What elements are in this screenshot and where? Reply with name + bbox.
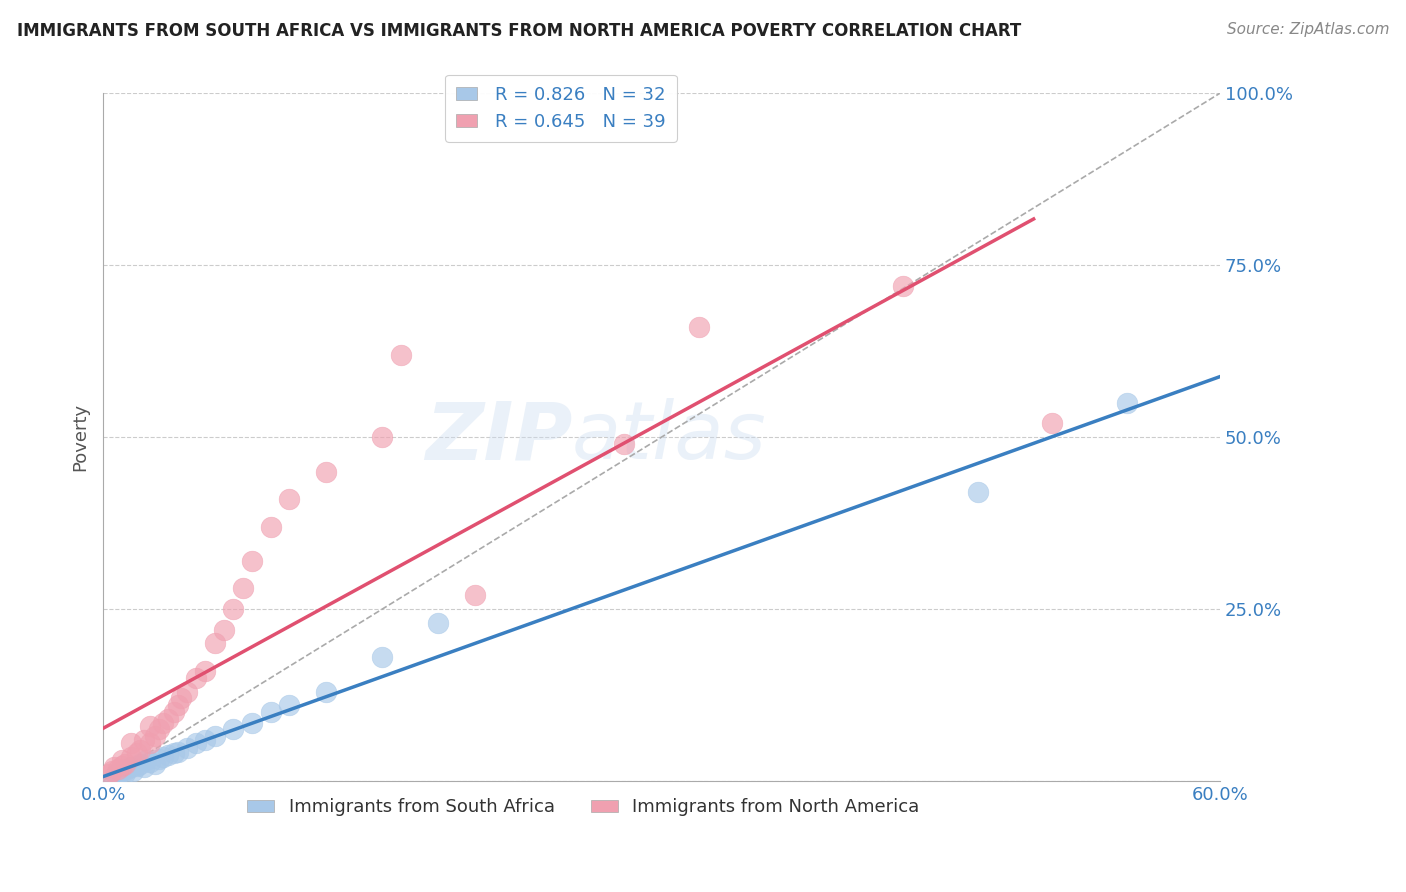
Point	[315, 465, 337, 479]
Point	[129, 743, 152, 757]
Point	[103, 760, 125, 774]
Point	[232, 582, 254, 596]
Point	[148, 723, 170, 737]
Point	[966, 485, 988, 500]
Point	[170, 691, 193, 706]
Point	[105, 767, 128, 781]
Point	[176, 741, 198, 756]
Legend: Immigrants from South Africa, Immigrants from North America: Immigrants from South Africa, Immigrants…	[240, 791, 927, 823]
Point	[176, 684, 198, 698]
Point	[107, 762, 129, 776]
Point	[688, 320, 710, 334]
Point	[101, 764, 124, 778]
Point	[111, 753, 134, 767]
Point	[371, 430, 394, 444]
Point	[315, 684, 337, 698]
Text: atlas: atlas	[572, 398, 766, 476]
Y-axis label: Poverty: Poverty	[72, 403, 89, 471]
Point	[186, 671, 208, 685]
Point	[1040, 417, 1063, 431]
Point	[194, 664, 217, 678]
Point	[132, 732, 155, 747]
Point	[389, 348, 412, 362]
Point	[240, 715, 263, 730]
Point	[129, 756, 152, 771]
Point	[97, 767, 120, 781]
Point	[278, 491, 301, 506]
Point	[138, 755, 160, 769]
Point	[138, 719, 160, 733]
Point	[163, 747, 186, 761]
Point	[891, 279, 914, 293]
Point	[125, 759, 148, 773]
Point	[613, 437, 636, 451]
Point	[101, 771, 124, 785]
Point	[464, 588, 486, 602]
Point	[122, 764, 145, 778]
Point	[120, 750, 142, 764]
Point	[148, 752, 170, 766]
Point	[222, 723, 245, 737]
Point	[135, 753, 157, 767]
Point	[166, 745, 188, 759]
Point	[163, 705, 186, 719]
Point	[107, 768, 129, 782]
Point	[120, 736, 142, 750]
Point	[114, 765, 136, 780]
Point	[143, 729, 166, 743]
Point	[204, 636, 226, 650]
Point	[157, 747, 180, 762]
Point	[427, 615, 450, 630]
Text: ZIP: ZIP	[425, 398, 572, 476]
Point	[186, 736, 208, 750]
Point	[111, 764, 134, 778]
Point	[125, 747, 148, 761]
Point	[240, 554, 263, 568]
Point	[157, 712, 180, 726]
Text: Source: ZipAtlas.com: Source: ZipAtlas.com	[1226, 22, 1389, 37]
Point	[152, 750, 174, 764]
Point	[132, 760, 155, 774]
Point	[194, 732, 217, 747]
Point	[111, 759, 134, 773]
Point	[371, 650, 394, 665]
Text: IMMIGRANTS FROM SOUTH AFRICA VS IMMIGRANTS FROM NORTH AMERICA POVERTY CORRELATIO: IMMIGRANTS FROM SOUTH AFRICA VS IMMIGRAN…	[17, 22, 1021, 40]
Point	[138, 736, 160, 750]
Point	[117, 762, 139, 776]
Point	[166, 698, 188, 713]
Point	[259, 705, 281, 719]
Point	[114, 756, 136, 771]
Point	[120, 760, 142, 774]
Point	[212, 623, 235, 637]
Point	[152, 715, 174, 730]
Point	[204, 729, 226, 743]
Point	[143, 756, 166, 771]
Point	[278, 698, 301, 713]
Point	[222, 602, 245, 616]
Point	[259, 519, 281, 533]
Point	[1115, 396, 1137, 410]
